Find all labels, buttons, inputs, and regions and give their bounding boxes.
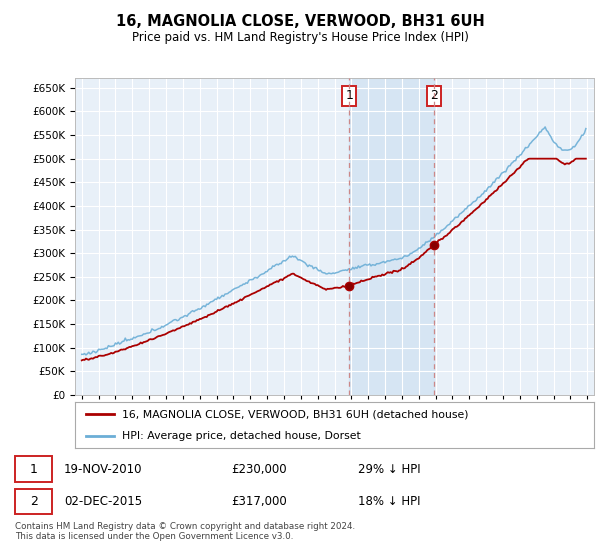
- Text: 18% ↓ HPI: 18% ↓ HPI: [358, 494, 420, 508]
- Text: 2: 2: [430, 90, 438, 102]
- Text: 1: 1: [29, 463, 38, 475]
- Text: 16, MAGNOLIA CLOSE, VERWOOD, BH31 6UH (detached house): 16, MAGNOLIA CLOSE, VERWOOD, BH31 6UH (d…: [122, 409, 468, 419]
- Text: 29% ↓ HPI: 29% ↓ HPI: [358, 463, 420, 475]
- Text: 1: 1: [346, 90, 353, 102]
- Text: 16, MAGNOLIA CLOSE, VERWOOD, BH31 6UH: 16, MAGNOLIA CLOSE, VERWOOD, BH31 6UH: [116, 14, 484, 29]
- Text: Price paid vs. HM Land Registry's House Price Index (HPI): Price paid vs. HM Land Registry's House …: [131, 31, 469, 44]
- Text: 02-DEC-2015: 02-DEC-2015: [64, 494, 142, 508]
- FancyBboxPatch shape: [15, 456, 52, 482]
- Text: £317,000: £317,000: [231, 494, 287, 508]
- FancyBboxPatch shape: [15, 489, 52, 514]
- Text: 2: 2: [29, 494, 38, 508]
- Text: Contains HM Land Registry data © Crown copyright and database right 2024.
This d: Contains HM Land Registry data © Crown c…: [15, 522, 355, 542]
- Text: 19-NOV-2010: 19-NOV-2010: [64, 463, 142, 475]
- Bar: [349, 78, 434, 395]
- Text: £230,000: £230,000: [231, 463, 287, 475]
- Text: HPI: Average price, detached house, Dorset: HPI: Average price, detached house, Dors…: [122, 431, 361, 441]
